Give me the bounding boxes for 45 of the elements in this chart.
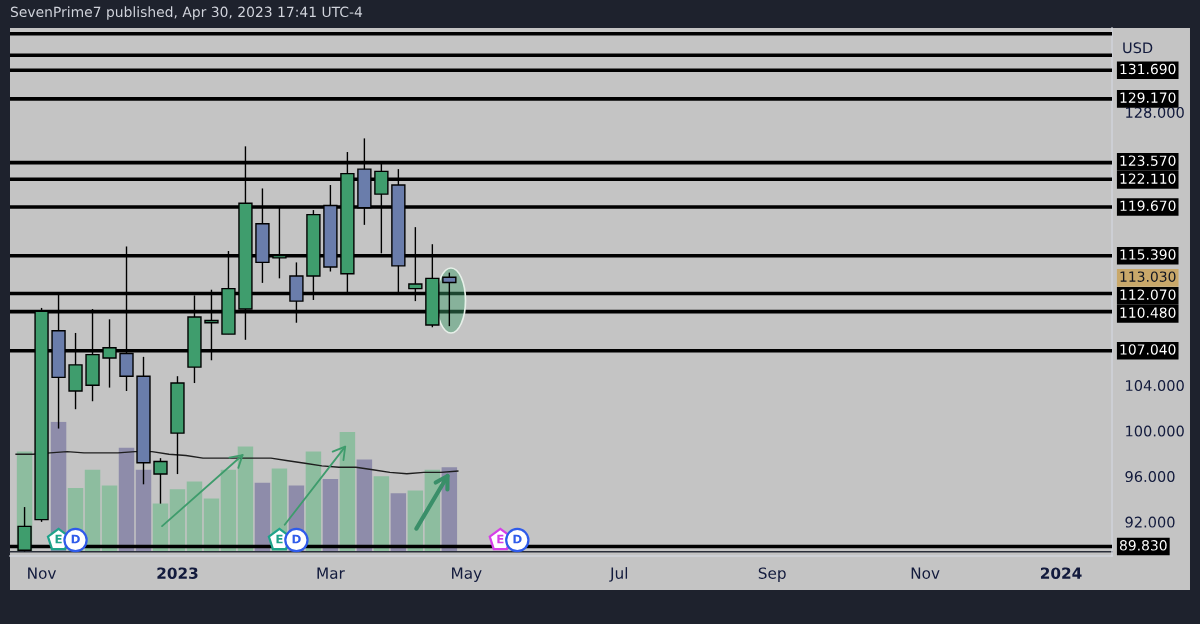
- x-tick-label: May: [452, 567, 482, 582]
- ref-line-label: 110.480: [1120, 307, 1176, 318]
- chart-title: SevenPrime7 published, Apr 30, 2023 17:41 UTC-4: [10, 6, 363, 20]
- y-tick-label: 96.000: [1125, 471, 1175, 483]
- y-axis-title: USD: [1123, 42, 1153, 54]
- x-tick-label: 2024: [1040, 567, 1082, 579]
- ref-line-label: 89.830: [1119, 540, 1167, 551]
- ref-line-label: 112.070: [1120, 289, 1176, 300]
- annotation: D: [71, 534, 80, 544]
- bar: [322, 478, 339, 552]
- ref-line-label: 131.690: [1120, 63, 1176, 75]
- bar: [237, 446, 254, 552]
- y-tick-label: 92.000: [1125, 516, 1175, 528]
- annotation: D: [292, 534, 301, 544]
- ref-line-label: 119.670: [1120, 200, 1176, 212]
- x-tick-label: Mar: [317, 567, 345, 579]
- bar: [220, 469, 237, 552]
- bar: [84, 469, 101, 552]
- text: 113.030: [1120, 271, 1176, 282]
- x-tick-label: 2023: [157, 567, 198, 579]
- bar: [339, 432, 356, 552]
- ref-line-label: 123.570: [1120, 155, 1176, 166]
- y-tick-label: 100.000: [1126, 425, 1184, 437]
- ref-line-label: 122.110: [1120, 173, 1176, 184]
- bar: [135, 469, 152, 552]
- bar: [356, 459, 373, 552]
- ref-line-label: 129.170: [1120, 92, 1176, 103]
- bar: [118, 447, 135, 552]
- annotation: D: [513, 534, 522, 544]
- annotation: E: [276, 534, 283, 544]
- x-tick-label: Nov: [28, 567, 57, 579]
- bar: [203, 498, 220, 552]
- y-tick-label: 104.000: [1126, 380, 1184, 392]
- y-tick-label: 128.000: [1126, 106, 1184, 118]
- x-tick-label: Sep: [758, 567, 786, 582]
- bar: [101, 485, 118, 552]
- bar: [373, 476, 390, 552]
- x-tick-label: Jul: [609, 567, 628, 582]
- x-tick-label: Nov: [911, 567, 940, 579]
- ref-line-label: 107.040: [1120, 344, 1176, 355]
- annotation: E: [497, 534, 504, 544]
- annotation: E: [55, 534, 62, 544]
- bar: [254, 482, 271, 552]
- ref-line-label: 115.390: [1120, 249, 1176, 260]
- bar: [390, 493, 407, 552]
